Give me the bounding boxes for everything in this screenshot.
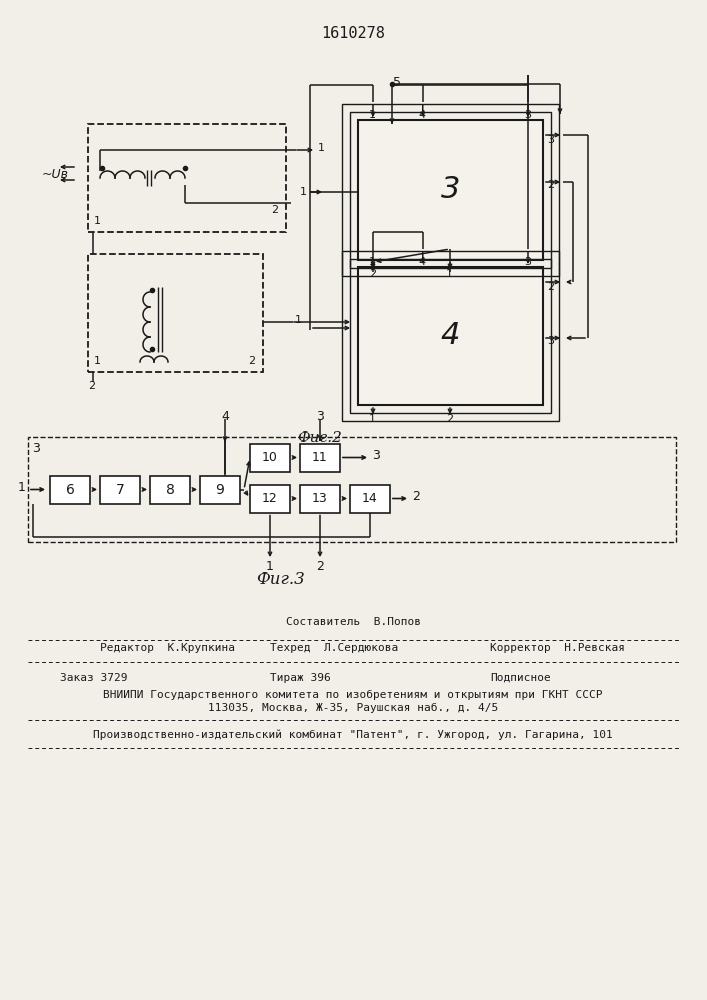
- Text: 9: 9: [216, 483, 224, 496]
- Bar: [150, 476, 190, 504]
- Bar: [200, 476, 240, 504]
- Bar: [88, 254, 263, 372]
- Text: Подписное: Подписное: [490, 673, 551, 683]
- Text: 3: 3: [372, 449, 380, 462]
- Text: 2: 2: [412, 490, 420, 503]
- Text: 12: 12: [262, 492, 278, 505]
- Text: 2: 2: [446, 414, 453, 424]
- Text: 2: 2: [547, 282, 554, 292]
- Text: 8: 8: [165, 483, 175, 496]
- Text: 14: 14: [362, 492, 378, 505]
- Text: 3: 3: [547, 135, 554, 145]
- Bar: [28, 437, 676, 542]
- Bar: [250, 444, 290, 472]
- Text: Фиг.2: Фиг.2: [298, 431, 342, 445]
- Text: 3: 3: [524, 257, 531, 267]
- Text: 3: 3: [316, 410, 324, 424]
- Text: 1: 1: [94, 216, 101, 226]
- Bar: [50, 476, 90, 504]
- Text: 2: 2: [316, 560, 324, 572]
- Text: ~Uв: ~Uв: [42, 167, 69, 180]
- Text: 2: 2: [271, 205, 278, 215]
- Text: 1: 1: [369, 414, 376, 424]
- Text: Фиг.3: Фиг.3: [256, 572, 305, 588]
- Text: 11: 11: [312, 451, 328, 464]
- Text: 5: 5: [393, 76, 401, 89]
- Bar: [300, 485, 340, 512]
- Bar: [300, 444, 340, 472]
- Text: 13: 13: [312, 492, 328, 505]
- Text: 1: 1: [300, 187, 307, 197]
- Text: 3: 3: [524, 110, 531, 120]
- Bar: [358, 267, 543, 405]
- Text: Техред  Л.Сердюкова: Техред Л.Сердюкова: [270, 643, 398, 653]
- Text: 4: 4: [419, 110, 426, 120]
- Text: 3: 3: [440, 176, 460, 205]
- Text: 2: 2: [547, 180, 554, 190]
- Text: ВНИИПИ Государственного комитета по изобретениям и открытиям при ГКНТ СССР: ВНИИПИ Государственного комитета по изоб…: [103, 690, 603, 700]
- Bar: [350, 259, 551, 413]
- Text: 1: 1: [295, 315, 302, 325]
- Text: 1: 1: [318, 143, 325, 153]
- Text: 1: 1: [266, 560, 274, 572]
- Text: Заказ 3729: Заказ 3729: [60, 673, 127, 683]
- Text: Составитель  В.Попов: Составитель В.Попов: [286, 617, 421, 627]
- Text: Корректор  Н.Ревская: Корректор Н.Ревская: [490, 643, 625, 653]
- Text: 1: 1: [446, 269, 453, 279]
- Text: Тираж 396: Тираж 396: [270, 673, 331, 683]
- Bar: [250, 485, 290, 512]
- Text: 4: 4: [419, 257, 426, 267]
- Bar: [342, 251, 559, 421]
- Text: 1: 1: [369, 110, 376, 120]
- Bar: [88, 124, 286, 232]
- Bar: [342, 104, 559, 276]
- Text: 3: 3: [547, 336, 554, 346]
- Text: 10: 10: [262, 451, 278, 464]
- Text: 1: 1: [18, 481, 26, 494]
- Text: 4: 4: [221, 410, 229, 424]
- Text: 2: 2: [369, 269, 376, 279]
- Text: 2: 2: [248, 356, 255, 366]
- Text: 6: 6: [66, 483, 74, 496]
- Text: 2: 2: [88, 381, 95, 391]
- Bar: [100, 476, 140, 504]
- Text: 7: 7: [116, 483, 124, 496]
- Text: 113035, Москва, Ж-35, Раушская наб., д. 4/5: 113035, Москва, Ж-35, Раушская наб., д. …: [208, 703, 498, 713]
- Bar: [350, 485, 390, 512]
- Text: Редактор  К.Крупкина: Редактор К.Крупкина: [100, 643, 235, 653]
- Bar: [350, 112, 551, 268]
- Text: Производственно-издательский комбинат "Патент", г. Ужгород, ул. Гагарина, 101: Производственно-издательский комбинат "П…: [93, 730, 613, 740]
- Text: 1610278: 1610278: [321, 25, 385, 40]
- Text: 1: 1: [369, 257, 376, 267]
- Text: 4: 4: [440, 322, 460, 351]
- Text: 3: 3: [32, 442, 40, 455]
- Text: 1: 1: [94, 356, 101, 366]
- Bar: [358, 120, 543, 260]
